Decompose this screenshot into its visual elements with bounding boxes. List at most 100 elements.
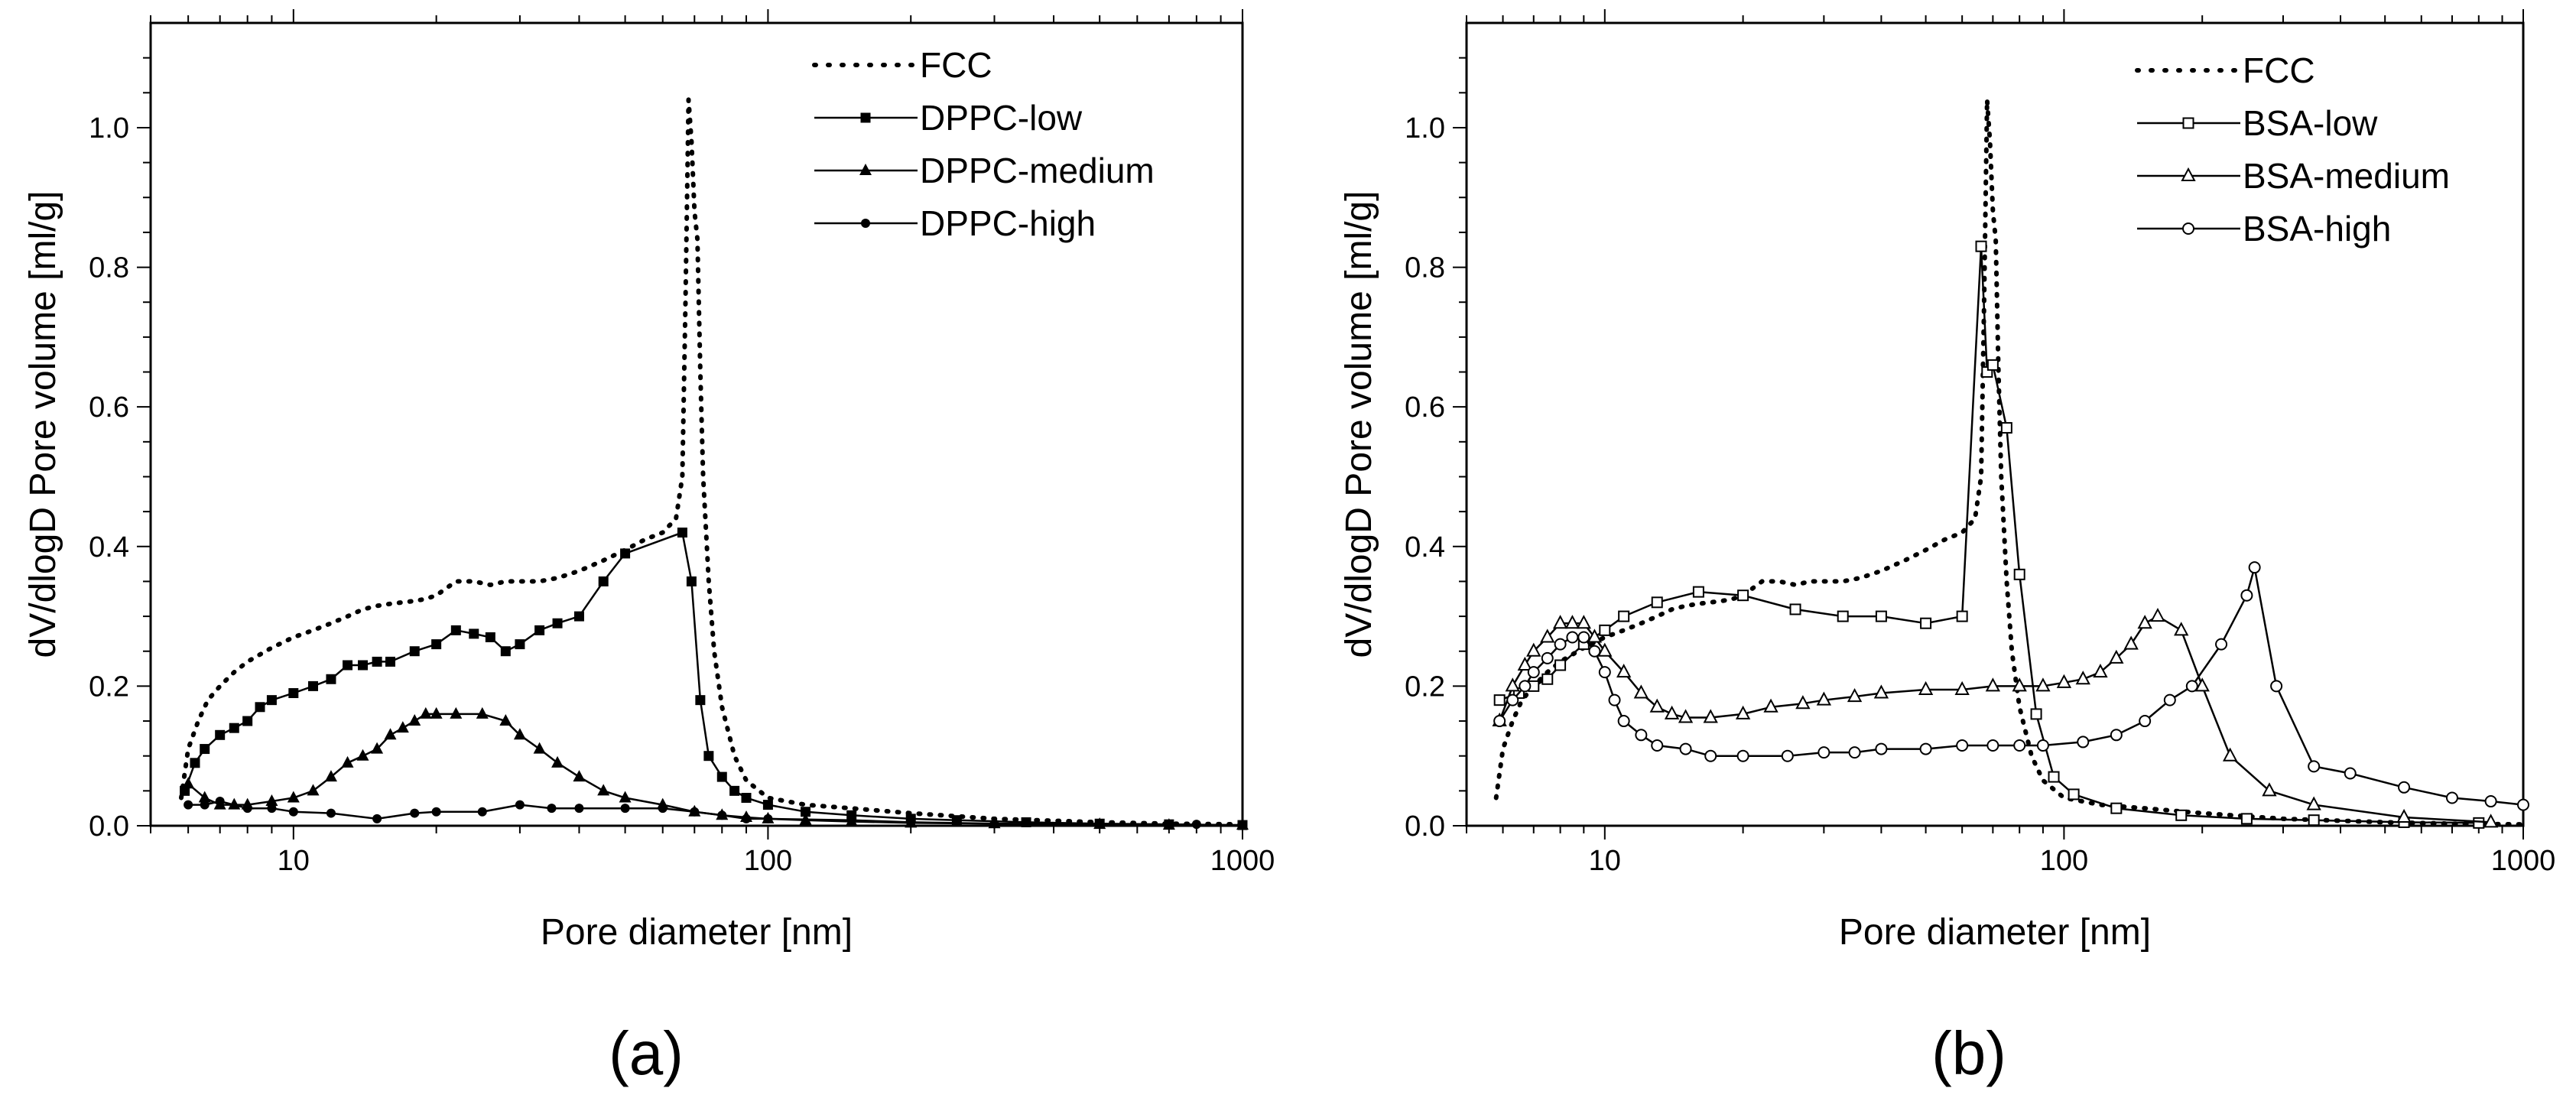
data-point: [326, 808, 336, 818]
y-tick-label: 0.6: [1405, 391, 1445, 424]
y-tick-label: 0.2: [1405, 671, 1445, 703]
legend-entry-fcc: FCC: [812, 45, 992, 85]
legend-entry-dppc-medium: DPPC-medium: [814, 151, 1155, 190]
data-point: [215, 797, 225, 807]
data-point: [686, 576, 697, 586]
data-point: [1763, 698, 1779, 713]
data-point: [552, 618, 563, 628]
data-point: [2013, 739, 2026, 752]
data-point: [2150, 607, 2165, 622]
data-point: [2123, 635, 2139, 650]
x-tick-label: 100: [2040, 845, 2088, 877]
data-point: [1519, 680, 1532, 693]
data-point: [1095, 820, 1105, 830]
data-point: [989, 819, 999, 829]
data-point: [2185, 680, 2198, 693]
legend-marker: [2181, 167, 2196, 181]
legend-label: FCC: [920, 45, 992, 85]
data-point: [1918, 680, 1934, 695]
y-tick-label: 1.0: [1405, 112, 1445, 145]
legend-label: FCC: [2243, 50, 2315, 90]
data-point: [499, 714, 512, 726]
panel-label: (b): [1931, 1019, 2006, 1087]
series-fcc: [179, 97, 1245, 827]
data-point: [419, 706, 432, 719]
legend-label: DPPC-high: [920, 203, 1096, 243]
data-point: [371, 742, 384, 754]
series-line: [187, 713, 1243, 827]
data-point: [1954, 680, 1970, 695]
data-point: [1735, 705, 1751, 719]
data-point: [2262, 782, 2277, 797]
data-point: [2048, 771, 2060, 783]
data-point: [551, 755, 564, 768]
data-point: [2137, 615, 2152, 629]
data-point: [741, 792, 752, 803]
data-point: [1956, 739, 1969, 752]
y-tick-label: 0.4: [89, 531, 129, 563]
panel-label: (a): [609, 1019, 684, 1087]
y-tick-label: 0.6: [89, 391, 129, 424]
data-point: [477, 807, 487, 817]
y-tick-label: 0.8: [89, 252, 129, 284]
data-point: [1554, 659, 1567, 671]
data-point: [190, 758, 200, 768]
data-point: [1875, 742, 1888, 755]
data-point: [485, 632, 495, 642]
data-point: [2068, 788, 2080, 801]
data-point: [2109, 649, 2124, 664]
data-point: [1837, 610, 1849, 622]
data-point: [620, 804, 630, 814]
data-point: [762, 800, 773, 810]
data-point: [2175, 809, 2188, 821]
y-axis-title: dV/dlogD Pore volume [ml/g]: [1339, 191, 1379, 658]
data-point: [431, 807, 441, 817]
data-point: [1608, 693, 1621, 706]
data-point: [534, 625, 545, 635]
data-point: [1540, 628, 1555, 643]
data-point: [2174, 622, 2189, 636]
y-tick-label: 0.4: [1405, 531, 1445, 563]
legend-marker: [861, 219, 870, 228]
data-point: [515, 800, 525, 810]
data-point: [326, 674, 336, 684]
data-point: [308, 680, 319, 691]
data-point: [1704, 749, 1717, 762]
data-point: [1021, 817, 1031, 827]
data-point: [2398, 781, 2411, 794]
legend-label: BSA-high: [2243, 209, 2391, 248]
data-point: [1506, 693, 1519, 706]
data-point: [716, 771, 727, 782]
data-point: [1541, 651, 1554, 664]
data-point: [1552, 615, 1568, 629]
data-point: [1679, 742, 1692, 755]
data-point: [372, 814, 382, 823]
data-point: [198, 791, 211, 803]
data-point: [547, 804, 557, 814]
data-point: [242, 804, 252, 814]
data-point: [1618, 610, 1630, 622]
data-point: [1649, 698, 1665, 713]
data-point: [1191, 820, 1201, 830]
data-point: [1816, 691, 1832, 706]
data-point: [1985, 677, 2001, 692]
data-point: [255, 702, 265, 713]
data-point: [1703, 709, 1718, 723]
series-bsa-high: [1493, 561, 2529, 811]
data-point: [2215, 638, 2228, 651]
data-point: [619, 791, 632, 803]
data-point: [573, 770, 586, 782]
data-point: [598, 576, 609, 586]
data-point: [2030, 708, 2042, 720]
data-point: [184, 800, 193, 810]
series-dppc-medium: [182, 706, 1249, 830]
data-point: [1736, 749, 1749, 762]
data-point: [1919, 742, 1932, 755]
data-point: [1737, 589, 1749, 602]
data-point: [2035, 677, 2051, 692]
plot-frame: [149, 21, 1244, 827]
x-tick-label: 100: [744, 845, 792, 877]
series-line: [179, 97, 1245, 827]
data-point: [729, 785, 740, 796]
data-point: [690, 807, 700, 817]
